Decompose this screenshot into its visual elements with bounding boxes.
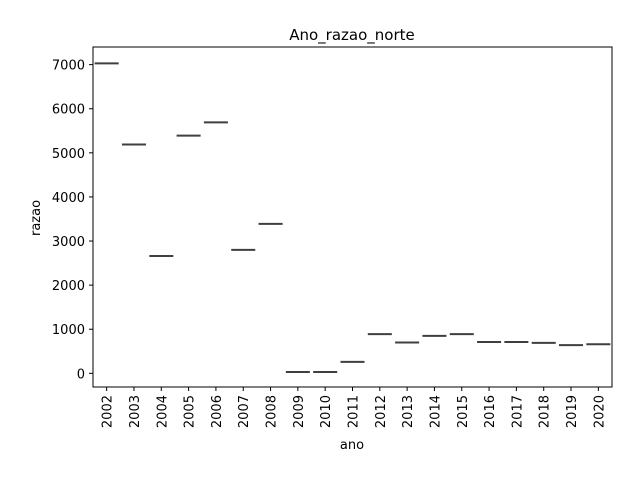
y-tick-label: 1000 (52, 323, 85, 338)
x-tick-label: 2012 (374, 395, 389, 428)
x-tick-label: 2011 (347, 395, 362, 428)
x-tick-label: 2007 (237, 395, 252, 428)
x-tick-label: 2015 (456, 395, 471, 428)
y-tick-label: 3000 (52, 235, 85, 250)
axes-frame (92, 46, 613, 388)
x-tick-label: 2003 (128, 395, 143, 428)
y-axis-label: razao (29, 200, 44, 236)
x-axis-label: ano (340, 438, 364, 453)
x-tick-label: 2008 (265, 395, 280, 428)
y-tick-label: 6000 (52, 103, 85, 118)
x-tick-label: 2010 (319, 395, 334, 428)
x-tick-label: 2018 (538, 395, 553, 428)
y-tick-label: 0 (77, 367, 85, 382)
chart-title: Ano_razao_norte (289, 26, 415, 45)
x-tick-label: 2017 (510, 395, 525, 428)
x-tick-label: 2014 (428, 395, 443, 428)
x-tick-label: 2013 (401, 395, 416, 428)
x-tick-label: 2005 (183, 395, 198, 428)
x-tick-label: 2002 (101, 395, 116, 428)
y-tick-label: 7000 (52, 59, 85, 74)
x-tick-label: 2019 (565, 395, 580, 428)
y-tick-label: 4000 (52, 191, 85, 206)
x-tick-label: 2009 (292, 395, 307, 428)
y-tick-label: 5000 (52, 147, 85, 162)
x-tick-label: 2004 (155, 395, 170, 428)
x-tick-label: 2006 (210, 395, 225, 428)
x-tick-label: 2016 (483, 395, 498, 428)
x-tick-label: 2020 (592, 395, 607, 428)
y-tick-label: 2000 (52, 279, 85, 294)
plot-area: 0 1000 2000 3000 4000 5000 6000 7000 2002 2003 200… (52, 46, 613, 428)
